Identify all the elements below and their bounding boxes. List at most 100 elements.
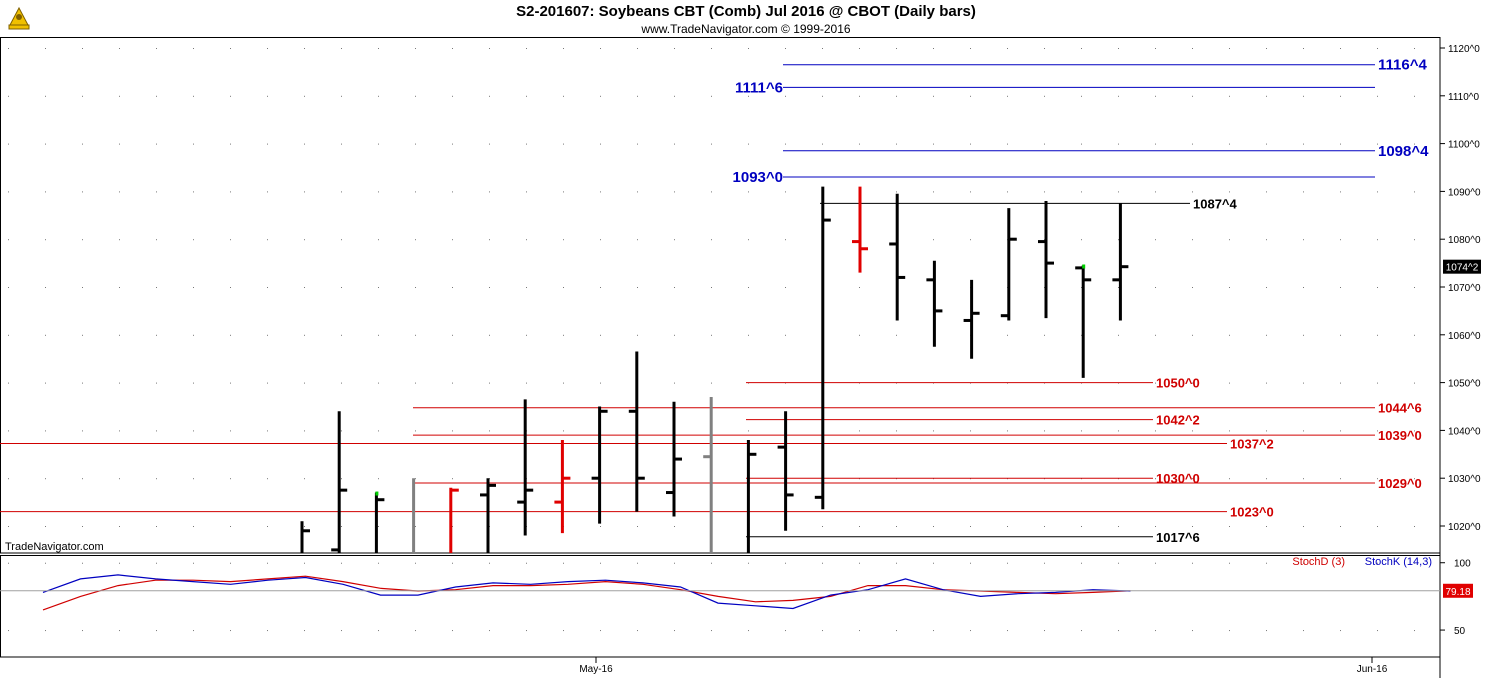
grid-dot bbox=[45, 143, 46, 145]
grid-dot bbox=[1192, 526, 1193, 527]
grid-dot bbox=[8, 239, 9, 241]
grid-dot bbox=[526, 239, 527, 241]
grid-dot bbox=[415, 478, 416, 480]
grid-dot bbox=[452, 382, 453, 384]
grid-dot bbox=[785, 95, 786, 97]
grid-dot bbox=[341, 191, 342, 193]
grid-dot bbox=[156, 191, 157, 193]
grid-dot bbox=[1007, 48, 1008, 49]
grid-dot bbox=[156, 239, 157, 241]
grid-dot bbox=[415, 143, 416, 145]
grid-dot bbox=[304, 334, 305, 336]
grid-dot bbox=[378, 48, 379, 49]
grid-dot bbox=[1414, 95, 1415, 97]
grid-dot bbox=[1081, 334, 1082, 336]
grid-dot bbox=[563, 48, 564, 49]
grid-dot bbox=[896, 143, 897, 145]
grid-dot bbox=[637, 287, 638, 288]
level-label: 1093^0 bbox=[733, 169, 783, 186]
grid-dot bbox=[304, 287, 305, 288]
grid-dot bbox=[674, 562, 675, 564]
y-tick-label: 1090^0 bbox=[1448, 187, 1481, 198]
grid-dot bbox=[1229, 191, 1230, 193]
grid-dot bbox=[1155, 191, 1156, 193]
stoch-value-badge bbox=[1443, 583, 1473, 598]
grid-dot bbox=[1192, 430, 1193, 432]
grid-dot bbox=[785, 143, 786, 145]
grid-dot bbox=[896, 191, 897, 193]
grid-dot bbox=[637, 48, 638, 49]
stoch-d-line bbox=[42, 575, 1131, 611]
level-label: 1042^2 bbox=[1156, 413, 1200, 428]
grid-dot bbox=[1229, 143, 1230, 145]
grid-dot bbox=[933, 430, 934, 432]
grid-dot bbox=[82, 526, 83, 527]
grid-dot bbox=[304, 630, 305, 632]
grid-dot bbox=[1303, 430, 1304, 432]
grid-dot bbox=[711, 562, 712, 564]
chart-title: S2-201607: Soybeans CBT (Comb) Jul 2016 … bbox=[516, 3, 976, 20]
grid-dot bbox=[230, 334, 231, 336]
grid-dot bbox=[415, 191, 416, 193]
grid-dot bbox=[1155, 287, 1156, 288]
grid-dot bbox=[119, 287, 120, 288]
grid-dot bbox=[8, 478, 9, 480]
grid-dot bbox=[230, 630, 231, 632]
grid-dot bbox=[8, 191, 9, 193]
grid-dot bbox=[378, 191, 379, 193]
grid-dot bbox=[45, 526, 46, 527]
grid-dot bbox=[8, 630, 9, 632]
grid-dot bbox=[415, 334, 416, 336]
grid-dot bbox=[45, 430, 46, 432]
grid-dot bbox=[1044, 95, 1045, 97]
grid-dot bbox=[859, 334, 860, 336]
grid-dot bbox=[230, 526, 231, 527]
grid-dot bbox=[156, 382, 157, 384]
grid-dot bbox=[1007, 526, 1008, 527]
grid-dot bbox=[896, 562, 897, 564]
grid-dot bbox=[45, 239, 46, 241]
grid-dot bbox=[674, 526, 675, 527]
grid-dot bbox=[304, 526, 305, 527]
grid-dot bbox=[378, 287, 379, 288]
grid-dot bbox=[1303, 48, 1304, 49]
grid-dot bbox=[193, 478, 194, 480]
grid-dot bbox=[1303, 287, 1304, 288]
grid-dot bbox=[1377, 334, 1378, 336]
grid-dot bbox=[1192, 95, 1193, 97]
grid-dot bbox=[748, 95, 749, 97]
grid-dot bbox=[341, 287, 342, 288]
grid-dot bbox=[119, 382, 120, 384]
grid-dot bbox=[1192, 382, 1193, 384]
grid-dot bbox=[45, 48, 46, 49]
grid-dot bbox=[526, 95, 527, 97]
grid-dot bbox=[1340, 143, 1341, 145]
grid-dot bbox=[378, 562, 379, 564]
grid-dot bbox=[119, 562, 120, 564]
grid-dot bbox=[304, 239, 305, 241]
stoch-d-legend: StochD (3) bbox=[1292, 556, 1345, 568]
grid-dot bbox=[637, 239, 638, 241]
grid-dot bbox=[637, 630, 638, 632]
grid-dot bbox=[452, 334, 453, 336]
grid-dot bbox=[1044, 630, 1045, 632]
grid-dot bbox=[1377, 430, 1378, 432]
grid-dot bbox=[1192, 478, 1193, 480]
grid-dot bbox=[1081, 239, 1082, 241]
grid-dot bbox=[1007, 334, 1008, 336]
grid-dot bbox=[341, 239, 342, 241]
grid-dot bbox=[267, 239, 268, 241]
grid-dot bbox=[8, 526, 9, 527]
grid-dot bbox=[45, 191, 46, 193]
grid-dot bbox=[267, 143, 268, 145]
x-tick-label: May-16 bbox=[579, 664, 613, 675]
grid-dot bbox=[933, 143, 934, 145]
grid-dot bbox=[1377, 191, 1378, 193]
grid-dot bbox=[82, 287, 83, 288]
grid-dot bbox=[933, 191, 934, 193]
y-tick-label: 1030^0 bbox=[1448, 474, 1481, 485]
grid-dot bbox=[341, 630, 342, 632]
grid-dot bbox=[304, 95, 305, 97]
grid-dot bbox=[341, 382, 342, 384]
grid-dot bbox=[82, 48, 83, 49]
